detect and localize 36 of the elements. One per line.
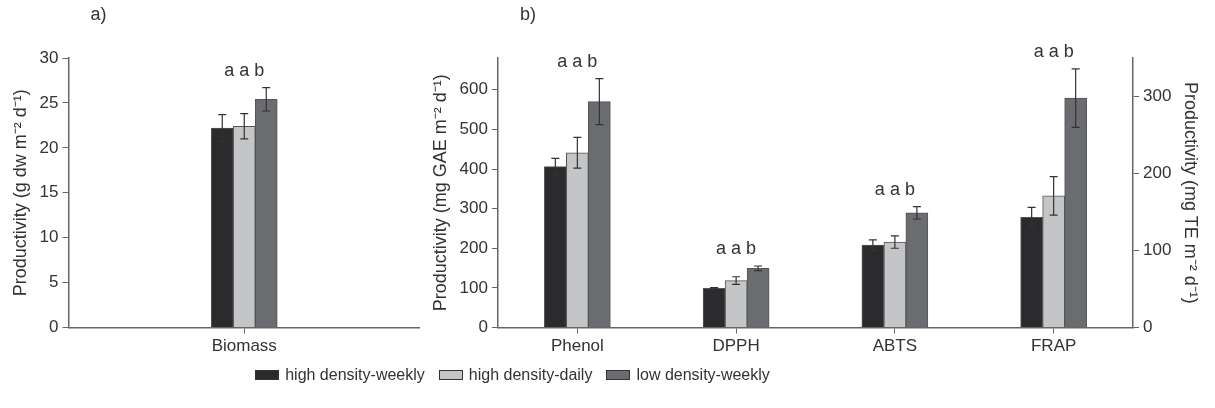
x-tick-label: ABTS [872, 336, 918, 356]
y2-axis-title: Productivity (mg TE m⁻² d⁻¹) [1181, 81, 1202, 304]
legend-label: high density-daily [468, 366, 593, 384]
annotation: a a b [557, 50, 598, 71]
y-tick-label: 30 [39, 47, 59, 67]
legend-label: low density-weekly [636, 366, 770, 384]
legend-label: high density-weekly [285, 366, 425, 384]
y-tick-label: 600 [459, 79, 488, 99]
annotation: a a b [874, 178, 915, 199]
y-tick-label: 400 [459, 158, 488, 178]
y-tick-label: 0 [49, 317, 59, 337]
x-tick-label: Phenol [550, 336, 604, 356]
annotation: a a b [716, 237, 757, 258]
y-tick-label: 20 [39, 137, 59, 157]
y-axis-title: Productivity (mg GAE m⁻² d⁻¹) [429, 74, 450, 312]
y-tick-label: 10 [39, 227, 59, 247]
y-tick-label: 5 [49, 272, 59, 292]
text: a) [90, 3, 107, 24]
x-tick-label: DPPH [712, 336, 760, 356]
y-tick-label: 0 [478, 317, 488, 337]
y-axis-title: Productivity (g dw m⁻² d⁻¹) [9, 89, 30, 297]
y-tick-label: 25 [39, 92, 59, 112]
y-tick-label: 300 [459, 198, 488, 218]
y2-tick-label: 0 [1143, 317, 1153, 337]
y-tick-label: 200 [459, 237, 488, 257]
y-tick-label: 15 [39, 182, 59, 202]
x-tick-label: FRAP [1030, 336, 1077, 356]
text: b) [519, 3, 536, 24]
y2-tick-label: 300 [1143, 86, 1172, 106]
y2-tick-label: 100 [1143, 240, 1172, 260]
y-tick-label: 100 [459, 277, 488, 297]
annotation: a a b [224, 59, 265, 80]
y-tick-label: 500 [459, 119, 488, 139]
annotation: a a b [1033, 40, 1074, 61]
y2-tick-label: 200 [1143, 163, 1172, 183]
x-tick-label: Biomass [211, 336, 277, 356]
